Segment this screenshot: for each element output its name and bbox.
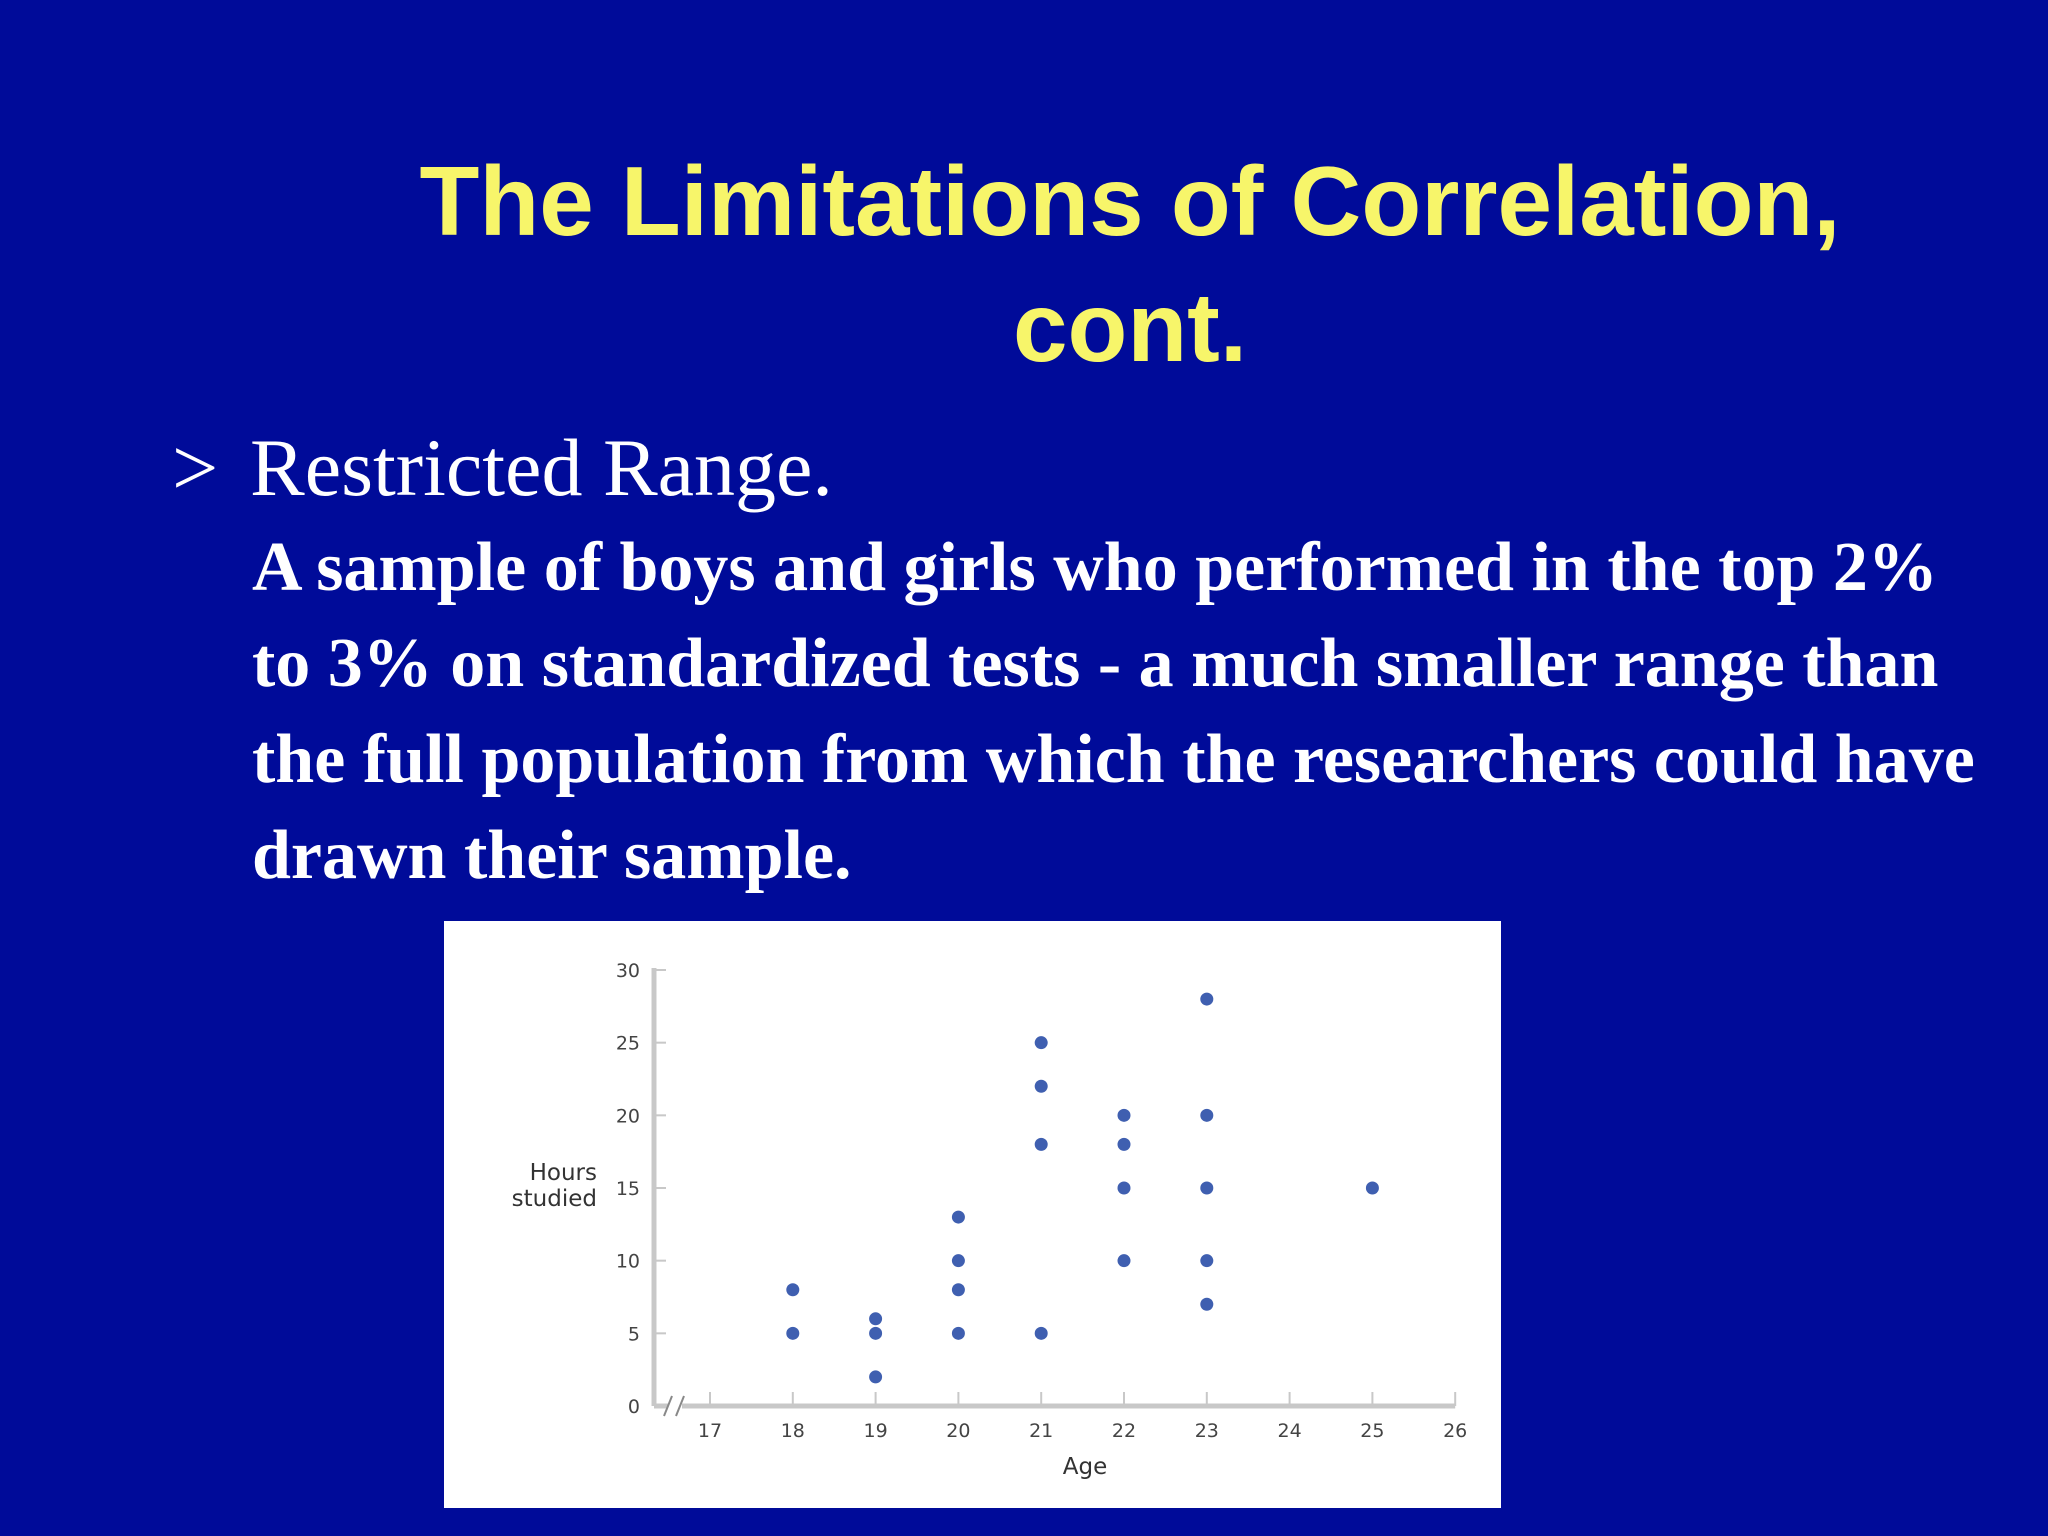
x-tick-label: 19 <box>864 1420 888 1442</box>
data-point <box>1200 1297 1214 1311</box>
x-tick-label: 20 <box>946 1420 970 1442</box>
x-tick-label: 26 <box>1443 1420 1467 1442</box>
data-point <box>1034 1137 1048 1151</box>
y-tick-label: 0 <box>628 1396 640 1418</box>
x-tick-label: 18 <box>781 1420 805 1442</box>
data-point <box>786 1283 800 1297</box>
data-point <box>1034 1036 1048 1050</box>
data-point <box>1200 1254 1214 1268</box>
xlabel: Age <box>1063 1454 1107 1480</box>
data-point <box>1117 1181 1131 1195</box>
ylabel-line-2: studied <box>512 1186 597 1212</box>
slide-title: The Limitations of Correlation, cont. <box>380 138 1880 390</box>
bullet-heading-text: Restricted Range. <box>250 422 833 513</box>
data-point <box>786 1326 800 1340</box>
y-tick-label: 10 <box>616 1251 640 1273</box>
axis-break-mark <box>675 1395 685 1417</box>
title-line-1: The Limitations of Correlation, <box>419 146 1841 256</box>
axis-break-mark <box>663 1395 673 1417</box>
data-point <box>951 1326 965 1340</box>
x-tick-label: 21 <box>1029 1420 1053 1442</box>
x-tick-label: 23 <box>1195 1420 1219 1442</box>
y-tick-label: 15 <box>616 1178 640 1200</box>
data-point <box>1034 1326 1048 1340</box>
data-point <box>1200 992 1214 1006</box>
data-point <box>1117 1254 1131 1268</box>
scatter-chart: Hours studied Age 0 5 10 15 20 25 30 17 18 19 20 21… <box>444 921 1501 1508</box>
data-point <box>869 1370 883 1384</box>
data-point <box>1200 1181 1214 1195</box>
x-tick-label: 25 <box>1360 1420 1384 1442</box>
y-tick-label: 20 <box>616 1105 640 1127</box>
data-point <box>1034 1079 1048 1093</box>
scatter-chart-svg: Hours studied Age 0 5 10 15 20 25 30 17 18 19 20 21… <box>512 960 1468 1480</box>
data-point <box>951 1254 965 1268</box>
data-point <box>951 1283 965 1297</box>
ylabel-line-1: Hours <box>530 1160 597 1186</box>
data-point <box>951 1210 965 1224</box>
y-tick-label: 25 <box>616 1033 640 1055</box>
data-point <box>1365 1181 1379 1195</box>
y-tick-label: 5 <box>628 1323 640 1345</box>
title-line-2: cont. <box>1012 272 1248 382</box>
data-point <box>1117 1108 1131 1122</box>
body-paragraph: A sample of boys and girls who performed… <box>252 529 1975 894</box>
x-tick-label: 24 <box>1278 1420 1302 1442</box>
bullet-heading: > Restricted Range. <box>172 420 833 516</box>
data-point <box>869 1326 883 1340</box>
y-tick-label: 30 <box>616 960 640 982</box>
data-point <box>869 1312 883 1326</box>
data-point <box>1117 1137 1131 1151</box>
x-tick-label: 22 <box>1112 1420 1136 1442</box>
data-point <box>1200 1108 1214 1122</box>
x-tick-label: 17 <box>698 1420 722 1442</box>
bullet-marker: > <box>172 422 219 513</box>
